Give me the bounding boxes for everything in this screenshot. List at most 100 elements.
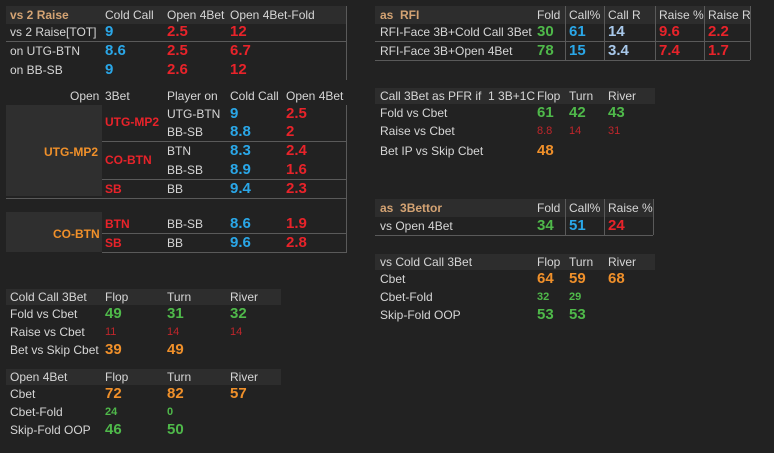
stat-value[interactable]: 9.6: [230, 234, 251, 251]
stat-value[interactable]: 32: [537, 291, 550, 303]
stat-value[interactable]: 51: [569, 217, 586, 234]
panel-border: [346, 105, 347, 253]
col-header-open-4bet: Open 4Bet: [167, 8, 225, 22]
stat-value[interactable]: 61: [569, 23, 586, 40]
stat-value[interactable]: 48: [537, 142, 554, 159]
stat-value[interactable]: 31: [608, 125, 621, 137]
col-header-flop: Flop: [105, 290, 129, 304]
stat-value[interactable]: 29: [569, 291, 582, 303]
col-header-fold: Fold: [537, 8, 561, 22]
stat-value[interactable]: 53: [537, 306, 554, 323]
stat-value[interactable]: 39: [105, 341, 122, 358]
stat-value[interactable]: 8.8: [537, 125, 553, 137]
stat-value[interactable]: 49: [167, 341, 184, 358]
stat-value[interactable]: 14: [569, 125, 582, 137]
stat-value[interactable]: 57: [230, 385, 247, 402]
stat-value[interactable]: 30: [537, 23, 554, 40]
stat-value[interactable]: 8.3: [230, 142, 251, 159]
stat-value[interactable]: 43: [608, 104, 625, 121]
stat-value[interactable]: 15: [569, 42, 586, 59]
stat-value[interactable]: 31: [167, 305, 184, 322]
stat-value[interactable]: 9: [105, 61, 114, 78]
call3bet-pfr-title: Call 3Bet as PFR if 1 3B+1C: [380, 89, 536, 103]
stat-value[interactable]: 3.4: [608, 42, 629, 59]
open4bet-header-bar: [6, 369, 281, 385]
col-header-turn: Turn: [167, 370, 192, 384]
row-label: Skip-Fold OOP: [380, 308, 461, 322]
row-label: Fold vs Cbet: [380, 106, 448, 120]
stat-value[interactable]: 8.8: [230, 123, 251, 140]
rfi-header-bar: [375, 6, 750, 24]
stat-value[interactable]: 32: [230, 305, 247, 322]
row-divider: [102, 233, 346, 234]
col-divider: [565, 6, 566, 60]
player-on-label: BB: [167, 236, 184, 250]
stat-value[interactable]: 9.6: [659, 23, 680, 40]
stat-value[interactable]: 12: [230, 23, 247, 40]
stat-value[interactable]: 1.6: [286, 161, 307, 178]
player-on-label: BB-SB: [167, 125, 204, 139]
stat-value[interactable]: 11: [105, 326, 117, 338]
col-header-raise-r: Raise R: [708, 8, 751, 22]
stat-value[interactable]: 53: [569, 306, 586, 323]
stat-value[interactable]: 2: [286, 123, 295, 140]
row-label: vs 2 Raise[TOT]: [10, 25, 97, 39]
open-label-co-btn: CO-BTN: [53, 227, 100, 241]
stat-value[interactable]: 78: [537, 42, 554, 59]
col-header-river: River: [230, 370, 259, 384]
player-on-label: BB-SB: [167, 163, 204, 177]
stat-value[interactable]: 2.4: [286, 142, 307, 159]
stat-value[interactable]: 42: [569, 104, 586, 121]
stat-value[interactable]: 2.5: [286, 105, 307, 122]
stat-value[interactable]: 8.6: [105, 42, 126, 59]
stat-value[interactable]: 24: [608, 217, 625, 234]
stat-value[interactable]: 49: [105, 305, 122, 322]
stat-value[interactable]: 64: [537, 270, 554, 287]
stat-value[interactable]: 12: [230, 61, 247, 78]
row-divider: [102, 141, 346, 142]
3bet-label-co-btn: CO-BTN: [105, 153, 152, 167]
stat-value[interactable]: 34: [537, 217, 554, 234]
row-label: Cbet-Fold: [10, 405, 63, 419]
stat-value[interactable]: 14: [230, 326, 243, 338]
stat-value[interactable]: 68: [608, 270, 625, 287]
stat-value[interactable]: 50: [167, 421, 184, 438]
stat-value[interactable]: 59: [569, 270, 586, 287]
stat-value[interactable]: 14: [167, 326, 180, 338]
player-on-label: BB: [167, 182, 184, 196]
col-divider: [565, 199, 566, 235]
stat-value[interactable]: 24: [105, 406, 118, 418]
stat-value[interactable]: 2.2: [708, 23, 729, 40]
vs2raise-title: vs 2 Raise: [10, 8, 69, 22]
stat-value[interactable]: 72: [105, 385, 122, 402]
row-label: on UTG-BTN: [10, 44, 81, 58]
stat-value[interactable]: 2.6: [167, 61, 188, 78]
stat-value[interactable]: 61: [537, 104, 554, 121]
stat-value[interactable]: 9.4: [230, 180, 251, 197]
stat-value[interactable]: 2.5: [167, 23, 188, 40]
stat-value[interactable]: 8.9: [230, 161, 251, 178]
stat-value[interactable]: 6.7: [230, 42, 251, 59]
stat-value[interactable]: 2.3: [286, 180, 307, 197]
stat-value[interactable]: 2.5: [167, 42, 188, 59]
3bet-label-utg-mp2: UTG-MP2: [105, 115, 159, 129]
stat-value[interactable]: 82: [167, 385, 184, 402]
stat-value[interactable]: 7.4: [659, 42, 680, 59]
col-header-raise-pct: Raise %: [608, 201, 653, 215]
stat-value[interactable]: 1.7: [708, 42, 729, 59]
vscoldcall-header-bar: [375, 254, 655, 270]
stat-value[interactable]: 1.9: [286, 215, 307, 232]
stat-value[interactable]: 9: [105, 23, 114, 40]
col-header-turn: Turn: [569, 255, 594, 269]
stat-value[interactable]: 46: [105, 421, 122, 438]
stat-value[interactable]: 2.8: [286, 234, 307, 251]
stat-value[interactable]: 8.6: [230, 215, 251, 232]
stat-value[interactable]: 9: [230, 105, 239, 122]
row-divider: [375, 60, 750, 61]
stat-value[interactable]: 0: [167, 406, 174, 418]
stat-value[interactable]: 14: [608, 23, 625, 40]
player-on-label: UTG-BTN: [167, 107, 221, 121]
as3bettor-header-bar: [375, 199, 653, 217]
row-label: Raise vs Cbet: [380, 124, 455, 138]
col-header-flop: Flop: [537, 255, 561, 269]
